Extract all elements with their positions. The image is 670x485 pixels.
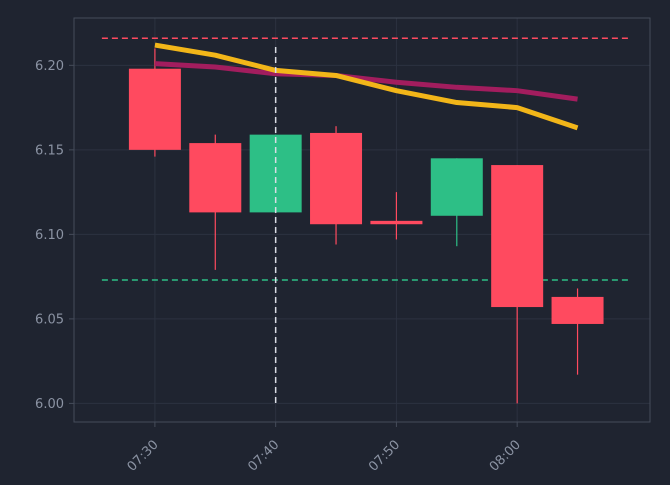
y-tick-label: 6.05	[35, 312, 64, 327]
y-tick-label: 6.15	[35, 143, 64, 158]
candle-body-down	[491, 165, 544, 308]
y-tick-label: 6.00	[35, 397, 64, 412]
candle-body-down	[310, 132, 363, 225]
plot-frame	[73, 17, 651, 423]
slow-average-line	[154, 61, 578, 102]
candles	[128, 48, 604, 404]
candle-body-down	[128, 68, 181, 150]
x-tick-label: 07:30	[125, 438, 162, 475]
y-tick-label: 6.20	[35, 59, 64, 74]
candle-body-down	[189, 143, 242, 213]
candle-body-up	[430, 158, 483, 216]
candle-body-down	[551, 296, 604, 324]
candle-body-down	[370, 220, 423, 225]
moving-average-lines	[154, 42, 579, 131]
x-tick-label: 08:00	[487, 438, 524, 475]
y-tick-label: 6.10	[35, 228, 64, 243]
reference-lines	[101, 37, 631, 281]
axes: 6.00 6.05 6.10 6.15 6.20 07:30 07:40 07:50 08:00	[35, 59, 524, 475]
x-tick-label: 07:40	[245, 438, 282, 475]
fast-average-line	[154, 42, 579, 131]
x-tick-label: 07:50	[366, 438, 403, 475]
